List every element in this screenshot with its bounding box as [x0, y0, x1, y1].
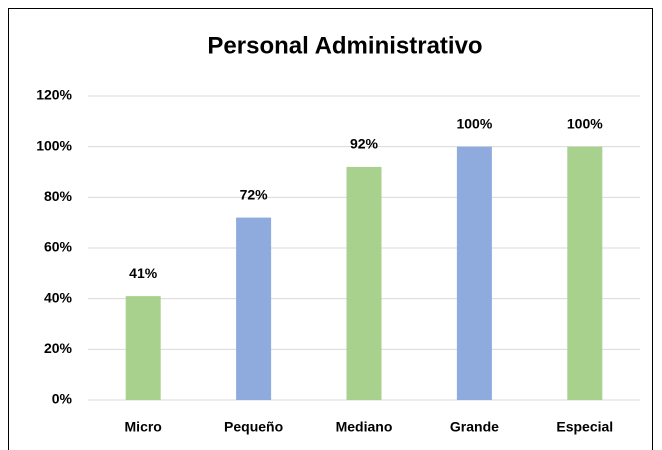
data-label: 100% — [567, 115, 603, 131]
chart-title: Personal Administrativo — [207, 32, 482, 59]
x-tick-label: Micro — [125, 419, 162, 435]
bar — [125, 296, 161, 400]
chart-border — [8, 8, 653, 450]
x-tick-label: Mediano — [336, 419, 393, 435]
x-tick-label: Especial — [556, 419, 613, 435]
y-tick-label: 20% — [44, 340, 73, 356]
data-label: 41% — [129, 265, 158, 281]
bar — [456, 146, 492, 400]
y-tick-label: 40% — [44, 289, 73, 305]
y-tick-label: 100% — [36, 137, 72, 153]
y-tick-label: 60% — [44, 239, 73, 255]
x-tick-label: Grande — [450, 419, 499, 435]
data-label: 100% — [456, 115, 492, 131]
bar — [346, 166, 382, 400]
y-tick-label: 0% — [52, 391, 73, 407]
x-tick-label: Pequeño — [224, 419, 283, 435]
y-tick-label: 120% — [36, 87, 72, 103]
data-label: 72% — [240, 186, 269, 202]
data-label: 92% — [350, 136, 379, 152]
bar — [236, 217, 272, 400]
y-tick-label: 80% — [44, 188, 73, 204]
bar — [567, 146, 603, 400]
